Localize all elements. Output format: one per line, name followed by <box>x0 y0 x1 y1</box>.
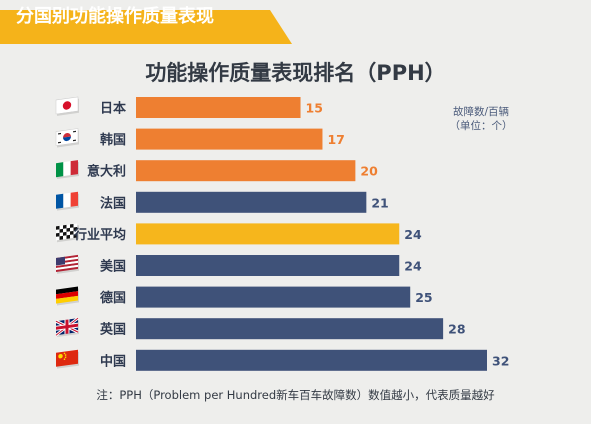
bar <box>136 349 487 371</box>
bar <box>136 191 367 213</box>
value-label: 32 <box>492 353 509 368</box>
bar-row: 英国 28 <box>55 316 466 340</box>
bar <box>136 318 444 340</box>
category-label: 德国 <box>100 290 126 306</box>
value-label: 25 <box>415 290 432 305</box>
bar-row: 韩国 17 <box>55 128 345 150</box>
category-label: 日本 <box>100 101 126 117</box>
section-banner-title: 分国别功能操作质量表现 <box>16 6 214 27</box>
unit-note-line1: 故障数/百辆 <box>452 106 510 118</box>
category-label: 英国 <box>99 322 126 338</box>
section-banner <box>0 10 292 44</box>
bar <box>136 160 356 182</box>
unit-note: 故障数/百辆 （单位：个） <box>436 105 526 133</box>
category-label: 法国 <box>100 195 126 211</box>
bar-row: 中国 32 <box>56 349 509 371</box>
bar-row: 意大利 20 <box>56 160 378 182</box>
bar-row: 行业平均 24 <box>56 223 422 245</box>
bar <box>136 97 301 118</box>
flag-uk-icon <box>55 316 79 338</box>
category-label: 行业平均 <box>73 227 126 243</box>
bar-row: 德国 25 <box>56 286 433 308</box>
value-label: 17 <box>327 132 344 147</box>
flag-germany-icon <box>56 286 79 306</box>
bar <box>136 286 411 308</box>
unit-note-line2: （单位：个） <box>449 120 513 132</box>
checkered-flag-icon <box>56 223 79 243</box>
bar <box>136 128 323 150</box>
category-label: 韩国 <box>100 132 126 148</box>
bar-row: 日本 15 <box>55 96 323 118</box>
bar <box>136 223 400 245</box>
flag-italy-icon <box>56 160 79 180</box>
bar-row: 法国 21 <box>56 191 389 213</box>
flag-france-icon <box>56 191 79 211</box>
value-label: 24 <box>404 227 422 242</box>
value-label: 28 <box>448 322 465 337</box>
category-label: 意大利 <box>87 164 126 180</box>
value-label: 15 <box>306 101 323 116</box>
category-label: 美国 <box>100 259 126 275</box>
chart-title: 功能操作质量表现排名（PPH） <box>145 61 446 85</box>
flag-china-icon <box>56 349 79 369</box>
flag-usa-icon <box>56 254 79 274</box>
bar <box>136 255 400 276</box>
bar-row: 美国 24 <box>56 254 422 276</box>
category-label: 中国 <box>100 353 126 369</box>
value-label: 21 <box>371 195 388 210</box>
value-label: 20 <box>360 164 378 179</box>
flag-korea-icon <box>55 128 79 148</box>
value-label: 24 <box>404 259 422 274</box>
footnote: 注：PPH（Problem per Hundred新车百车故障数）数值越小，代表… <box>96 388 495 402</box>
flag-japan-icon <box>55 96 79 116</box>
bars-layer: 日本 15 韩国 17 意大利 20 法国 21 行业平均 24 美国 24 德国 25 英国 28 中国 32 <box>55 96 509 371</box>
